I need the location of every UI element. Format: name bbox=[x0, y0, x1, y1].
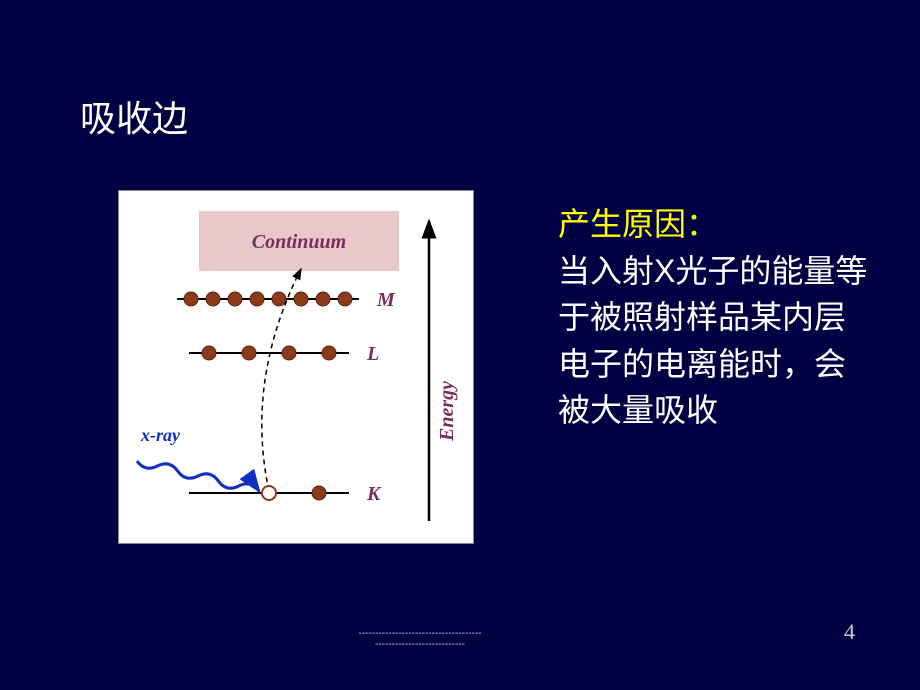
svg-text:M: M bbox=[376, 289, 396, 311]
body-text: 当入射X光子的能量等于被照射样品某内层电子的电离能时，会被大量吸收 bbox=[558, 248, 868, 434]
explanation-block: 产生原因： 当入射X光子的能量等于被照射样品某内层电子的电离能时，会被大量吸收 bbox=[558, 200, 868, 434]
footer-line-1: ------------------------------------- bbox=[300, 628, 540, 639]
svg-text:Energy: Energy bbox=[436, 381, 458, 442]
svg-text:K: K bbox=[366, 483, 382, 505]
subtitle: 产生原因： bbox=[558, 200, 868, 248]
slide-title: 吸收边 bbox=[80, 90, 188, 142]
svg-text:L: L bbox=[366, 343, 379, 365]
svg-text:Continuum: Continuum bbox=[252, 231, 347, 253]
footer-dashes: ------------------------------------- --… bbox=[300, 628, 540, 650]
footer-line-2: --------------------------- bbox=[300, 639, 540, 650]
svg-text:x-ray: x-ray bbox=[140, 425, 181, 445]
energy-diagram: Continuum Energy M L Kx-ray bbox=[118, 190, 474, 544]
page-number: 4 bbox=[844, 619, 855, 645]
